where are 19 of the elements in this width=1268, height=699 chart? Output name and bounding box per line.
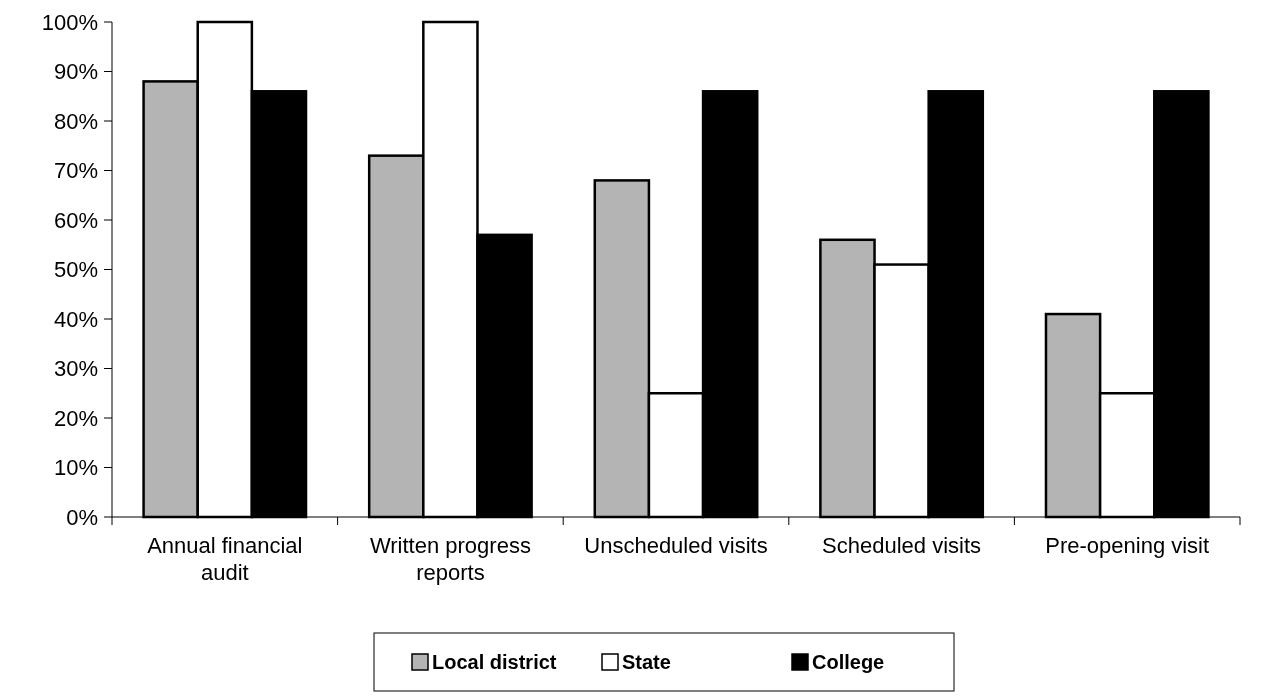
y-tick-label: 50% — [53, 257, 98, 283]
legend-label: State — [622, 651, 671, 673]
x-tick-label: Scheduled visits — [822, 533, 982, 558]
legend-label: Local district — [432, 651, 557, 673]
x-tick-label: Annual financial audit — [147, 533, 303, 585]
y-tick-label: 0% — [66, 504, 98, 530]
y-tick-label: 90% — [53, 59, 98, 85]
x-tick-label: Unscheduled visits — [584, 533, 768, 558]
y-tick-label: 30% — [53, 356, 98, 382]
y-tick-label: 80% — [53, 108, 98, 134]
y-tick-label: 10% — [53, 455, 98, 481]
x-tick-label: Written progress reports — [369, 533, 531, 585]
y-tick-label: 70% — [53, 158, 98, 184]
y-tick-label: 60% — [53, 207, 98, 233]
y-tick-label: 40% — [53, 306, 98, 332]
x-tick-label: Pre-opening visit — [1045, 533, 1210, 558]
y-tick-label: 100% — [41, 9, 98, 35]
y-tick-label: 20% — [53, 405, 98, 431]
legend-label: College — [812, 651, 885, 673]
